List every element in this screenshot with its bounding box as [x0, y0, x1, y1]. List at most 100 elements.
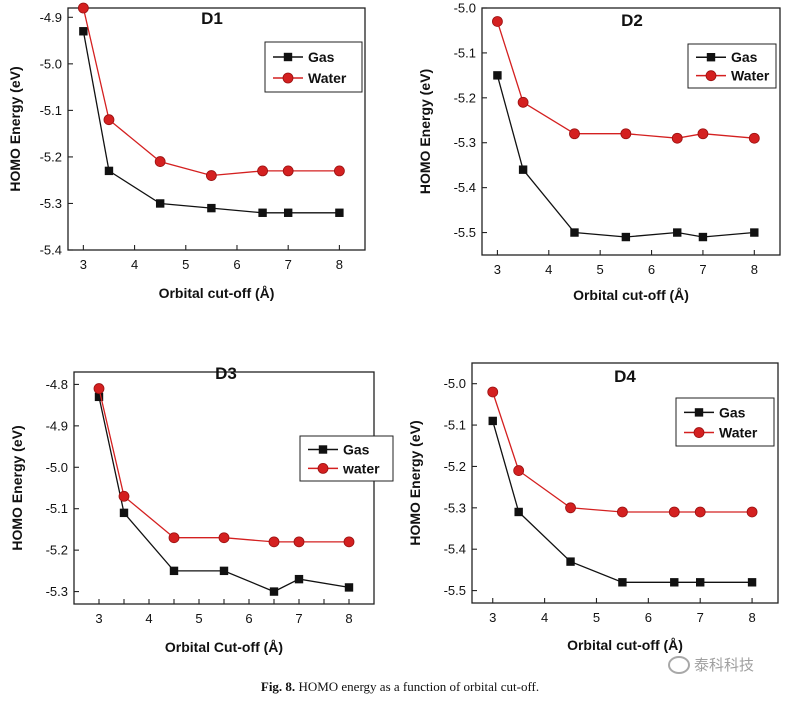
data-point: [154, 156, 166, 167]
data-point: [694, 506, 706, 518]
legend-label: Gas: [731, 49, 758, 65]
x-tick-label: 3: [80, 257, 87, 272]
y-tick-label: -5.3: [46, 584, 68, 599]
chart-title: D4: [614, 367, 636, 386]
data-point: [168, 532, 180, 544]
legend: Gas Water: [687, 43, 777, 89]
y-tick-label: -5.2: [444, 459, 466, 474]
y-tick-label: -5.3: [454, 135, 476, 150]
y-tick-label: -5.1: [444, 418, 466, 433]
y-tick-label: -5.3: [444, 500, 466, 515]
data-point: [103, 114, 115, 126]
data-point: [671, 132, 683, 144]
y-tick-label: -4.9: [40, 10, 62, 25]
y-tick-label: -5.2: [454, 90, 476, 105]
data-point: [517, 96, 529, 108]
legend-marker: [705, 70, 717, 82]
data-point: [566, 557, 575, 566]
plot-frame: [471, 362, 779, 604]
data-point: [513, 465, 525, 476]
y-axis-label: HOMO Energy (eV): [417, 69, 433, 194]
chart-panel-d4: D4 3 4 5 6 7 8 -5.5 -5.4 -5.3 -5.2 -5.1 -5.0 Orbital …: [407, 362, 779, 653]
legend-label: Water: [731, 68, 770, 84]
data-point: [697, 128, 709, 140]
y-axis-label: HOMO Energy (eV): [9, 425, 25, 550]
x-axis-label: Orbital cut-off (Å): [159, 285, 275, 301]
data-point: [569, 128, 580, 140]
series-gas: [493, 71, 759, 242]
x-tick-label: 5: [195, 611, 202, 626]
watermark-text: 泰科科技: [694, 656, 755, 674]
x-tick-label: 5: [593, 610, 600, 625]
y-axis-label: HOMO Energy (eV): [7, 66, 23, 191]
data-point: [698, 232, 708, 242]
legend-label: Gas: [308, 49, 335, 65]
y-tick-label: -5.5: [454, 225, 476, 240]
legend-marker: [317, 462, 329, 474]
data-point: [293, 536, 305, 548]
y-tick-label: -5.5: [444, 583, 466, 598]
figure-caption: Fig. 8. HOMO energy as a function of orb…: [0, 679, 800, 695]
data-point: [668, 506, 680, 518]
data-point: [94, 392, 104, 402]
legend-marker: [318, 445, 328, 454]
data-point: [618, 578, 627, 587]
x-tick-label: 7: [285, 257, 292, 272]
x-axis-label: Orbital Cut-off (Å): [165, 639, 283, 655]
plot-frame: [481, 7, 781, 256]
caption-text: HOMO energy as a function of orbital cut…: [298, 679, 540, 694]
data-point: [118, 490, 130, 502]
chart-panel-d2: D2 3 4 5 6 7 8 -5.5 -5.4 -5.3 -5.2 -5.1 -5.0 Orbital …: [417, 1, 781, 303]
legend-box: [675, 397, 775, 447]
data-point: [748, 132, 760, 144]
data-point: [77, 2, 89, 14]
chart-title: D2: [621, 11, 643, 30]
series-gas: [79, 27, 344, 217]
data-point: [518, 165, 528, 174]
x-tick-label: 7: [697, 610, 704, 625]
data-point: [268, 536, 280, 548]
data-point: [565, 502, 576, 514]
series-line: [496, 75, 755, 238]
data-point: [257, 165, 268, 177]
legend-label: Water: [308, 70, 347, 86]
y-tick-label: -4.8: [46, 377, 68, 392]
x-tick-label: 8: [336, 257, 343, 272]
y-tick-label: -5.0: [46, 460, 68, 475]
data-point: [218, 532, 230, 544]
x-tick-label: 8: [748, 610, 755, 625]
y-tick-label: -5.2: [40, 149, 62, 164]
data-point: [333, 165, 345, 177]
data-point: [79, 27, 88, 36]
x-tick-label: 8: [345, 611, 352, 626]
data-point: [514, 507, 523, 517]
x-tick-label: 4: [545, 262, 552, 277]
legend: Gas water: [299, 435, 394, 482]
legend: Gas Water: [675, 397, 775, 447]
x-tick-label: 7: [699, 262, 706, 277]
legend-marker: [282, 72, 294, 84]
series-gas: [94, 392, 354, 596]
y-tick-label: -5.1: [40, 103, 62, 118]
y-tick-label: -5.4: [444, 542, 466, 557]
watermark: 泰科科技: [668, 654, 754, 675]
data-point: [670, 578, 679, 587]
series-water: [487, 386, 758, 518]
series-water: [77, 2, 345, 181]
chart-panel-d1: D1 3 4 5 6 7 8 -5.4 -5.3 -5.2 -5.1 -5.0 -4.9 Orbital …: [7, 2, 366, 301]
x-tick-label: 6: [233, 257, 240, 272]
x-axis-label: Orbital cut-off (Å): [573, 287, 689, 303]
data-point: [750, 228, 759, 237]
series-water: [93, 383, 355, 548]
y-tick-label: -5.0: [40, 56, 62, 71]
data-point: [283, 208, 293, 217]
legend-label: Gas: [343, 442, 370, 458]
data-point: [104, 166, 114, 176]
data-point: [119, 508, 129, 518]
x-tick-label: 7: [295, 611, 302, 626]
y-tick-label: -5.3: [40, 196, 62, 211]
data-point: [169, 566, 179, 576]
series-water: [492, 16, 760, 144]
y-tick-label: -5.0: [444, 376, 466, 391]
x-tick-label: 6: [245, 611, 252, 626]
